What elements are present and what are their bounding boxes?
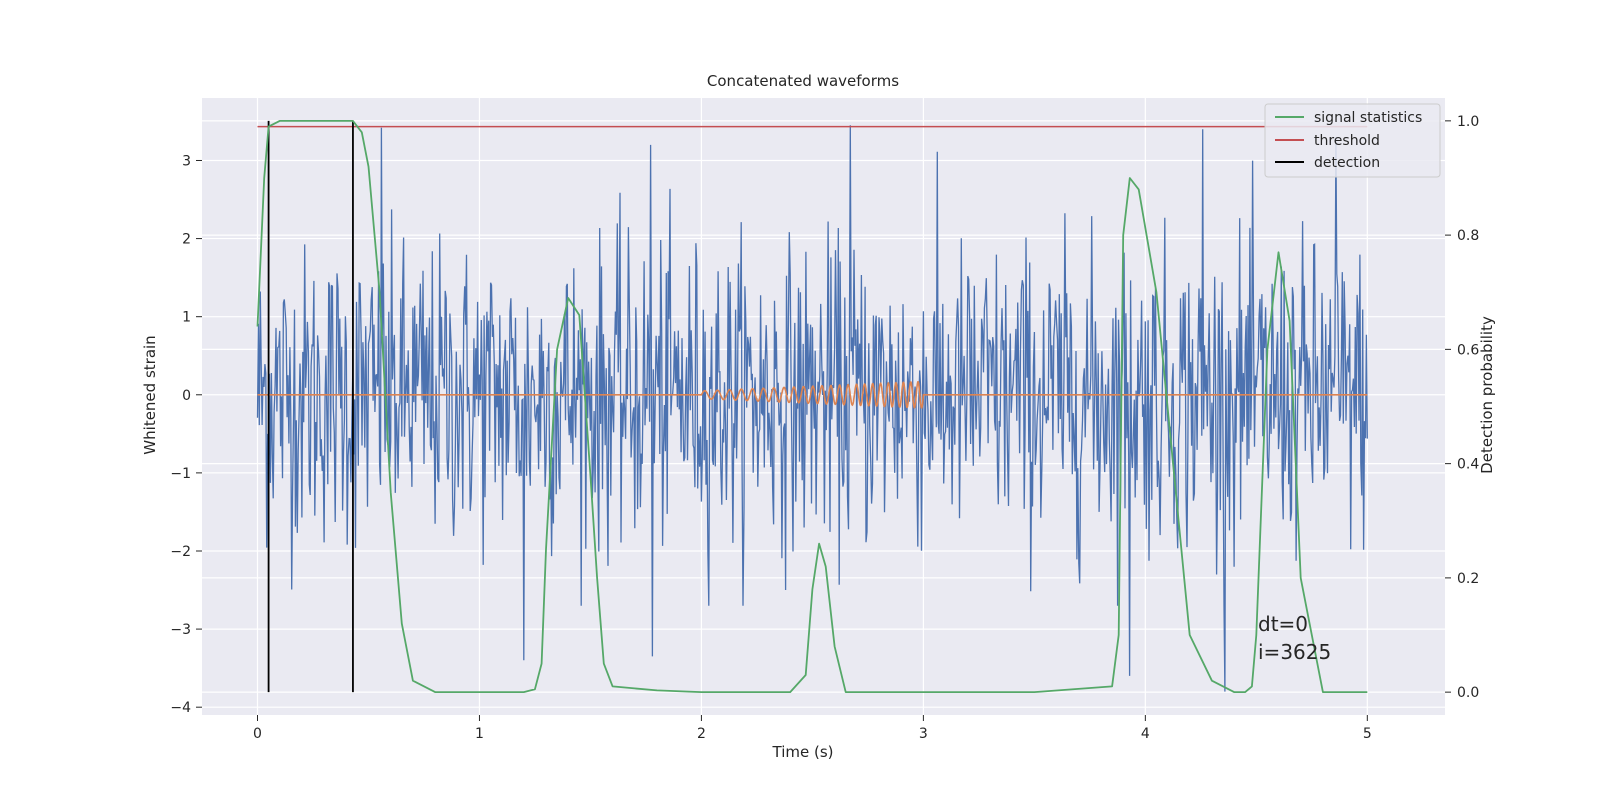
x-axis-label: Time (s) [772, 743, 834, 761]
signal-statistics-line [256, 120, 1368, 693]
signal-statistics-series [256, 120, 1368, 693]
y2-tick-label: 1.0 [1457, 114, 1479, 130]
chart-title: Concatenated waveforms [707, 72, 899, 90]
y2-tick-label: 0.8 [1457, 228, 1479, 244]
legend-box [1264, 103, 1441, 178]
y2-axis-label: Detection probability [1478, 316, 1496, 474]
y-tick-label: −1 [170, 466, 191, 482]
annotation-index: i=3625 [1258, 640, 1331, 664]
y-tick-label: −2 [170, 544, 191, 560]
template-line [257, 380, 1368, 409]
y-tick-label: −4 [170, 700, 191, 716]
legend-label-signal-statistics: signal statistics [1314, 110, 1422, 126]
x-tick-label: 1 [475, 726, 484, 742]
y-axis-label: Whitened strain [141, 335, 159, 454]
legend-label-threshold: threshold [1314, 133, 1380, 149]
x-tick-label: 0 [253, 726, 262, 742]
template-series [257, 380, 1368, 409]
y-tick-label: 0 [182, 388, 191, 404]
y2-tick-label: 0.0 [1457, 685, 1479, 701]
annotation-dt: dt=0 [1258, 612, 1308, 636]
strain-line [256, 125, 1368, 692]
x-tick-label: 5 [1363, 726, 1372, 742]
y2-tick-label: 0.6 [1457, 342, 1479, 358]
x-tick-label: 2 [697, 726, 706, 742]
y-tick-label: −3 [170, 622, 191, 638]
y2-tick-label: 0.2 [1457, 571, 1479, 587]
legend-label-detection: detection [1314, 155, 1380, 171]
y-tick-label: 3 [182, 153, 191, 169]
y-tick-label: 1 [182, 310, 191, 326]
whitened-strain-series [256, 125, 1368, 692]
y-tick-label: 2 [182, 232, 191, 248]
y2-tick-label: 0.4 [1457, 457, 1479, 473]
axis-ticks: 0 1 2 3 4 5 −4 −3 −2 −1 0 1 2 3 0.0 0.2 0.4 0.6 0.8 1.0 [170, 114, 1479, 742]
legend: signal statistics threshold detection [1264, 103, 1441, 178]
x-tick-label: 3 [919, 726, 928, 742]
detection-series [267, 120, 354, 693]
x-tick-label: 4 [1141, 726, 1150, 742]
